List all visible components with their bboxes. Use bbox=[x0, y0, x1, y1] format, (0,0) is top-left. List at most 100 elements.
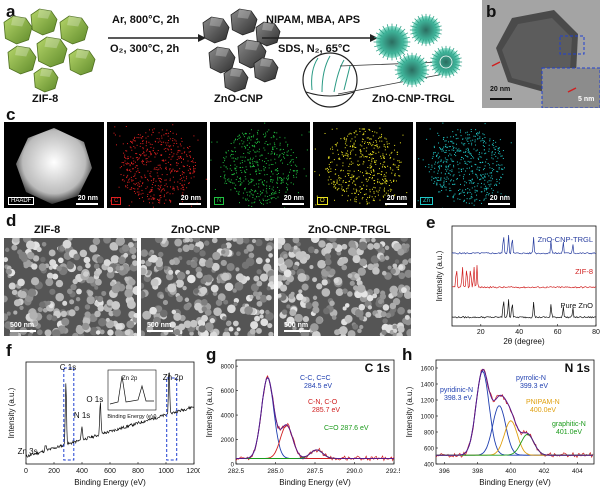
eds-dot bbox=[443, 146, 445, 148]
eds-dot bbox=[259, 190, 261, 192]
eds-dot bbox=[461, 170, 463, 172]
eds-dot bbox=[375, 152, 377, 154]
eds-dot bbox=[142, 148, 144, 150]
eds-dot bbox=[127, 158, 129, 160]
eds-dot bbox=[265, 157, 267, 159]
eds-dot bbox=[443, 180, 445, 182]
eds-dot bbox=[260, 179, 262, 181]
eds-dot bbox=[264, 136, 266, 138]
eds-dot bbox=[328, 157, 330, 159]
eds-dot bbox=[343, 137, 345, 139]
eds-dot bbox=[394, 164, 396, 166]
sem-grain bbox=[259, 314, 264, 319]
eds-dot bbox=[183, 176, 185, 178]
eds-dot bbox=[254, 201, 256, 203]
sem-grain bbox=[404, 314, 410, 320]
eds-dot bbox=[165, 142, 167, 144]
eds-dot bbox=[353, 181, 355, 183]
eds-dot bbox=[444, 173, 446, 175]
highlight-zn2p bbox=[166, 377, 178, 461]
eds-dot bbox=[230, 189, 232, 191]
eds-dot bbox=[240, 156, 242, 158]
eds-dot bbox=[193, 165, 195, 167]
sem-grain bbox=[215, 299, 223, 306]
eds-dot bbox=[492, 170, 494, 172]
trgl-brush bbox=[397, 25, 402, 33]
x-axis-label: Binding Energy (eV) bbox=[279, 478, 351, 487]
eds-dot bbox=[476, 149, 478, 151]
sem-grain bbox=[212, 251, 221, 261]
trgl-brush bbox=[375, 32, 383, 37]
trgl-brush bbox=[399, 28, 406, 35]
zif8-crystal-face bbox=[15, 46, 30, 57]
eds-dot bbox=[153, 128, 155, 130]
eds-dot bbox=[345, 139, 347, 141]
eds-dot bbox=[477, 134, 479, 136]
eds-dot bbox=[348, 133, 350, 135]
eds-dot bbox=[449, 170, 451, 172]
eds-dot bbox=[356, 134, 358, 136]
eds-dot bbox=[150, 152, 152, 154]
eds-dot bbox=[382, 153, 384, 155]
eds-dot bbox=[149, 191, 151, 193]
sem-grain bbox=[44, 329, 52, 336]
eds-dot bbox=[146, 148, 148, 150]
eds-dot bbox=[155, 180, 157, 182]
eds-dot bbox=[373, 171, 375, 173]
x-tick-label: 290.0 bbox=[346, 468, 363, 475]
sem-grain bbox=[19, 305, 24, 310]
eds-dot bbox=[366, 172, 368, 174]
eds-dot bbox=[220, 176, 222, 178]
eds-dot bbox=[473, 157, 475, 159]
eds-dot bbox=[488, 150, 490, 152]
sem-grain bbox=[193, 288, 200, 294]
eds-dot bbox=[162, 160, 164, 162]
eds-dot bbox=[258, 172, 260, 174]
eds-dot bbox=[383, 145, 385, 147]
sem-grain bbox=[132, 238, 137, 242]
eds-dot bbox=[114, 134, 116, 136]
eds-dot bbox=[141, 197, 143, 199]
eds-dot bbox=[370, 163, 372, 165]
eds-dot bbox=[259, 173, 261, 175]
eds-dot bbox=[488, 193, 490, 195]
eds-dot bbox=[260, 201, 262, 203]
eds-dot bbox=[169, 200, 171, 202]
eds-dot bbox=[466, 198, 468, 200]
eds-dot bbox=[210, 159, 212, 161]
eds-dot bbox=[264, 174, 266, 176]
eds-dot bbox=[151, 198, 153, 200]
sem-grain bbox=[244, 306, 253, 315]
sem-grain bbox=[344, 303, 350, 308]
eds-dot bbox=[342, 180, 344, 182]
sem-grain bbox=[312, 306, 320, 314]
sem-grain bbox=[226, 262, 235, 271]
raw-data bbox=[435, 368, 594, 459]
peak-annotation-sub: 398.3 eV bbox=[444, 395, 472, 402]
eds-dot bbox=[275, 191, 277, 193]
eds-dot bbox=[161, 144, 163, 146]
eds-dot bbox=[172, 193, 174, 195]
eds-dot bbox=[373, 182, 375, 184]
eds-dot bbox=[384, 194, 386, 196]
eds-dot bbox=[505, 195, 507, 197]
eds-dot bbox=[359, 156, 361, 158]
eds-dot bbox=[470, 179, 472, 181]
zif8-crystal bbox=[59, 15, 89, 45]
trgl-brush bbox=[452, 68, 458, 74]
eds-dot bbox=[256, 131, 258, 133]
eds-dot bbox=[190, 177, 192, 179]
trgl-brush bbox=[374, 36, 382, 40]
eds-dot bbox=[389, 157, 391, 159]
sem-grain bbox=[371, 238, 376, 243]
trgl-brush bbox=[397, 51, 402, 59]
sem-grain bbox=[264, 238, 271, 241]
eds-dot bbox=[142, 159, 144, 161]
eds-dot bbox=[275, 198, 277, 200]
map-tag: N bbox=[214, 197, 225, 205]
sem-grain bbox=[81, 322, 90, 331]
inset-xlabel: Binding Energy (eV) bbox=[107, 414, 156, 420]
eds-dot bbox=[158, 138, 160, 140]
eds-dot bbox=[253, 144, 255, 146]
sem-grain bbox=[292, 264, 299, 271]
